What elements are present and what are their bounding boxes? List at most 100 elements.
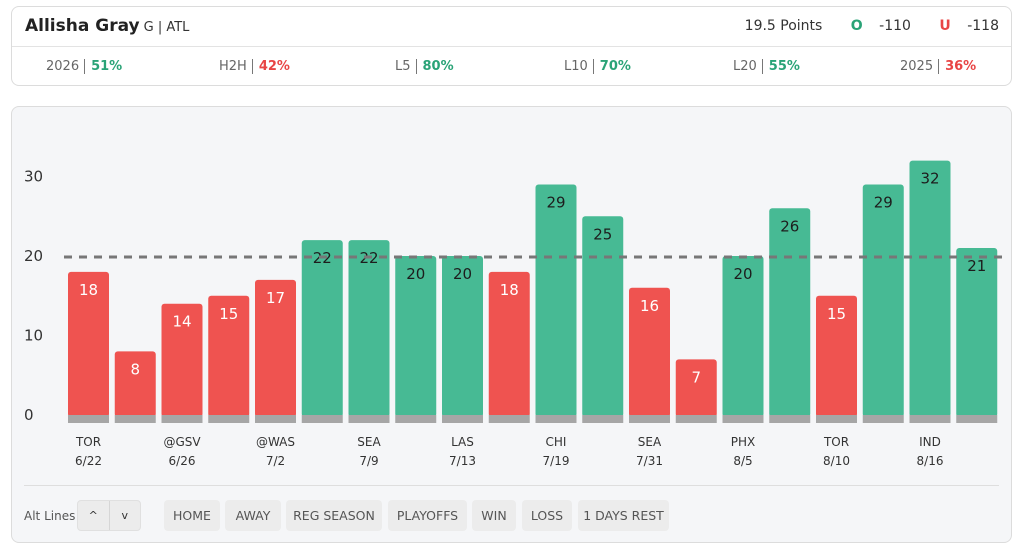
- bar-base: [208, 415, 250, 423]
- filter-bar: Alt Lines ^ v HOME AWAY REG SEASON PLAYO…: [24, 485, 999, 543]
- stat-l10: L10 70%: [564, 59, 631, 74]
- bar-value-label: 15: [219, 305, 238, 323]
- x-tick-date: 7/19: [543, 454, 570, 468]
- alt-lines-stepper: ^ v: [77, 500, 141, 531]
- filter-playoffs-button[interactable]: PLAYOFFS: [388, 500, 467, 531]
- bar-base: [114, 415, 156, 423]
- stat-label: L20: [733, 59, 763, 74]
- alt-line-down-button[interactable]: v: [110, 501, 141, 530]
- under-odds[interactable]: U -118: [927, 18, 999, 34]
- bar: [582, 216, 624, 417]
- bar-base: [301, 415, 343, 423]
- x-tick-date: 8/5: [733, 454, 752, 468]
- bar-base: [68, 415, 109, 423]
- bar: [68, 271, 109, 417]
- x-tick-opponent: SEA: [357, 435, 381, 449]
- player-name: Allisha Gray: [25, 16, 140, 36]
- prop-line-label: 19.5 Points: [744, 18, 823, 34]
- x-tick-opponent: IND: [919, 435, 941, 449]
- chevron-down-icon: v: [121, 509, 128, 522]
- bar-base: [395, 415, 437, 423]
- filter-reg-season-button[interactable]: REG SEASON: [286, 500, 382, 531]
- bar-value-label: 29: [874, 193, 893, 211]
- x-tick-opponent: LAS: [451, 435, 474, 449]
- x-tick-date: 7/31: [636, 454, 663, 468]
- bar-base: [722, 415, 764, 423]
- filter-win-button[interactable]: WIN: [472, 500, 516, 531]
- stat-value: 80%: [422, 59, 454, 74]
- over-odds[interactable]: O -110: [839, 18, 911, 34]
- player-header-top: Allisha Gray G | ATL 19.5 Points O -110 U…: [12, 7, 1011, 47]
- stat-value: 36%: [945, 59, 977, 74]
- x-tick-date: 7/2: [266, 454, 285, 468]
- bar: [348, 240, 390, 417]
- x-tick-date: 8/10: [823, 454, 850, 468]
- player-title: Allisha Gray G | ATL: [25, 16, 189, 36]
- bar: [909, 160, 951, 417]
- bar-value-label: 7: [691, 368, 701, 386]
- bar-base: [255, 415, 296, 423]
- x-tick-opponent: @WAS: [256, 435, 295, 449]
- bar-base: [442, 415, 483, 423]
- bar: [816, 295, 857, 417]
- under-icon: U: [939, 18, 951, 34]
- x-tick-opponent: TOR: [823, 435, 849, 449]
- stat-value: 51%: [91, 59, 123, 74]
- bar-value-label: 18: [500, 281, 519, 299]
- bar: [114, 351, 156, 417]
- bar: [208, 295, 250, 417]
- bar-value-label: 17: [266, 289, 285, 307]
- bar-value-label: 16: [640, 297, 659, 315]
- bar: [629, 287, 670, 417]
- bar: [161, 303, 203, 417]
- chevron-up-icon: ^: [88, 509, 98, 522]
- stat-label: L10: [564, 59, 594, 74]
- y-tick-label: 10: [24, 327, 43, 345]
- x-tick-opponent: PHX: [731, 435, 755, 449]
- bar-base: [816, 415, 857, 423]
- filter-away-button[interactable]: AWAY: [225, 500, 281, 531]
- bar: [535, 184, 577, 417]
- x-tick-opponent: @GSV: [163, 435, 201, 449]
- bar: [442, 256, 483, 417]
- bar: [675, 359, 717, 417]
- bar: [301, 240, 343, 417]
- under-odds-value: -118: [967, 18, 999, 34]
- bar: [722, 256, 764, 417]
- bar-base: [348, 415, 390, 423]
- bar-value-label: 20: [406, 265, 425, 283]
- bar: [862, 184, 904, 417]
- filter-home-button[interactable]: HOME: [164, 500, 220, 531]
- bar-base: [582, 415, 624, 423]
- bar: [769, 208, 811, 417]
- bar-base: [161, 415, 203, 423]
- over-odds-value: -110: [879, 18, 911, 34]
- bar-base: [535, 415, 577, 423]
- bar-base: [769, 415, 811, 423]
- player-header-card: Allisha Gray G | ATL 19.5 Points O -110 U…: [11, 6, 1012, 86]
- bar-base: [488, 415, 530, 423]
- bar-value-label: 18: [79, 281, 98, 299]
- prop-line-info: 19.5 Points O -110 U -118: [733, 18, 999, 34]
- player-position-team: G | ATL: [143, 20, 190, 35]
- bar-base: [909, 415, 951, 423]
- stat-2026: 2026 51%: [46, 59, 122, 74]
- bar-base: [675, 415, 717, 423]
- over-icon: O: [850, 18, 863, 34]
- filter-days-rest-button[interactable]: 1 DAYS REST: [578, 500, 669, 531]
- stat-value: 55%: [768, 59, 800, 74]
- game-log-chart-card: 0102030188141517222220201829251672026152…: [11, 106, 1012, 543]
- stat-value: 70%: [599, 59, 631, 74]
- bar-value-label: 26: [780, 217, 799, 235]
- bar: [255, 279, 296, 417]
- filter-loss-button[interactable]: LOSS: [522, 500, 572, 531]
- x-tick-opponent: CHI: [546, 435, 567, 449]
- y-tick-label: 20: [24, 247, 43, 265]
- bar: [395, 256, 437, 417]
- y-tick-label: 30: [24, 168, 43, 186]
- alt-line-up-button[interactable]: ^: [78, 501, 110, 530]
- x-tick-opponent: SEA: [638, 435, 662, 449]
- stat-h2h: H2H 42%: [219, 59, 290, 74]
- bar-base: [956, 415, 998, 423]
- stat-l5: L5 80%: [395, 59, 454, 74]
